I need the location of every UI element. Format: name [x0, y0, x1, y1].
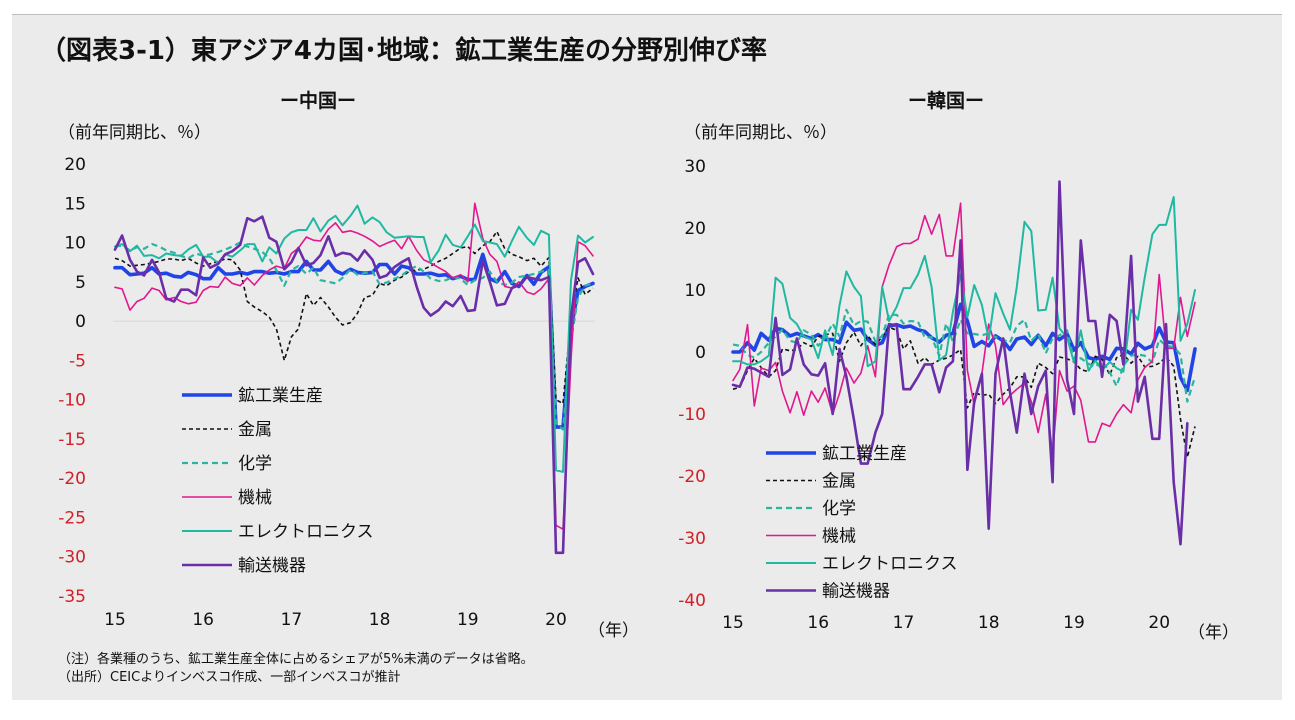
korea-x-tick-label: 20	[1148, 613, 1170, 633]
china-x-tick-label: 15	[104, 610, 126, 630]
korea-legend-label-metal: 金属	[822, 472, 856, 492]
china-series-electronics	[114, 204, 594, 473]
china-y-tick-label: 0	[75, 312, 86, 332]
china-x-tick-label: 20	[545, 610, 567, 630]
china-y-tick-label: -15	[58, 430, 86, 450]
korea-x-tick-label: 17	[893, 613, 915, 633]
china-legend-label-transport: 輸送機器	[238, 556, 306, 576]
china-y-tick-label: -30	[58, 548, 86, 568]
korea-y-tick-label: -10	[678, 405, 706, 425]
china-x-tick-label: 18	[369, 610, 391, 630]
china-legend-label-chemical: 化学	[238, 454, 272, 474]
footnote-source: （出所）CEICよりインベスコ作成、一部インベスコが推計	[58, 670, 401, 685]
china-x-unit-label: （年）	[588, 621, 639, 641]
china-legend-label-electronics: エレクトロニクス	[238, 522, 374, 542]
korea-legend-label-machinery: 機械	[822, 527, 856, 547]
korea-y-tick-label: 10	[684, 281, 706, 301]
china-y-tick-label: -25	[58, 508, 86, 528]
korea-y-unit: （前年同期比、％）	[684, 123, 837, 143]
korea-y-tick-label: 0	[695, 343, 706, 363]
china-y-tick-label: -5	[69, 351, 86, 371]
china-legend-label-machinery: 機械	[238, 488, 272, 508]
china-x-tick-label: 16	[192, 610, 214, 630]
korea-x-tick-label: 16	[807, 613, 829, 633]
china-x-tick-label: 19	[457, 610, 479, 630]
china-y-unit: （前年同期比、％）	[58, 123, 211, 143]
china-y-tick-label: 10	[64, 234, 86, 254]
korea-x-tick-label: 15	[722, 613, 744, 633]
china-y-tick-label: -10	[58, 391, 86, 411]
china-y-tick-label: -35	[58, 587, 86, 607]
korea-series-electronics	[732, 196, 1196, 373]
china-y-tick-label: 15	[64, 194, 86, 214]
korea-panel-title: ー韓国ー	[907, 90, 985, 112]
china-legend-label-mining: 鉱工業生産	[238, 386, 323, 406]
korea-legend-label-mining: 鉱工業生産	[822, 444, 907, 464]
china-y-tick-label: 20	[64, 155, 86, 175]
korea-series-transport	[731, 180, 1189, 546]
china-series-chemical	[114, 241, 594, 431]
figure-title: （図表3-1）東アジア4カ国･地域：鉱工業生産の分野別伸び率	[40, 36, 768, 66]
korea-y-tick-label: -20	[678, 467, 706, 487]
china-x-tick-label: 17	[281, 610, 303, 630]
korea-y-tick-label: -30	[678, 529, 706, 549]
china-series-mining	[113, 252, 595, 429]
china-y-tick-label: 5	[75, 273, 86, 293]
china-legend-label-metal: 金属	[238, 420, 272, 440]
korea-x-unit-label: （年）	[1188, 623, 1239, 643]
korea-x-tick-label: 18	[978, 613, 1000, 633]
china-y-tick-label: -20	[58, 469, 86, 489]
footnote-note: （注）各業種のうち、鉱工業生産全体に占めるシェアが5%未満のデータは省略。	[58, 652, 534, 667]
korea-legend-label-transport: 輸送機器	[822, 582, 890, 602]
korea-y-tick-label: 30	[684, 157, 706, 177]
korea-legend-label-chemical: 化学	[822, 499, 856, 519]
korea-y-tick-label: -40	[678, 591, 706, 611]
china-series-metal	[114, 230, 594, 405]
korea-series-machinery	[732, 202, 1196, 456]
figure-background	[12, 15, 1282, 700]
korea-series-chemical	[732, 308, 1197, 403]
china-panel-title: ー中国ー	[279, 90, 357, 112]
china-series-transport	[113, 215, 595, 555]
top-divider	[12, 14, 1282, 15]
korea-x-tick-label: 19	[1063, 613, 1085, 633]
korea-legend-label-electronics: エレクトロニクス	[822, 554, 958, 574]
korea-y-tick-label: 20	[684, 219, 706, 239]
